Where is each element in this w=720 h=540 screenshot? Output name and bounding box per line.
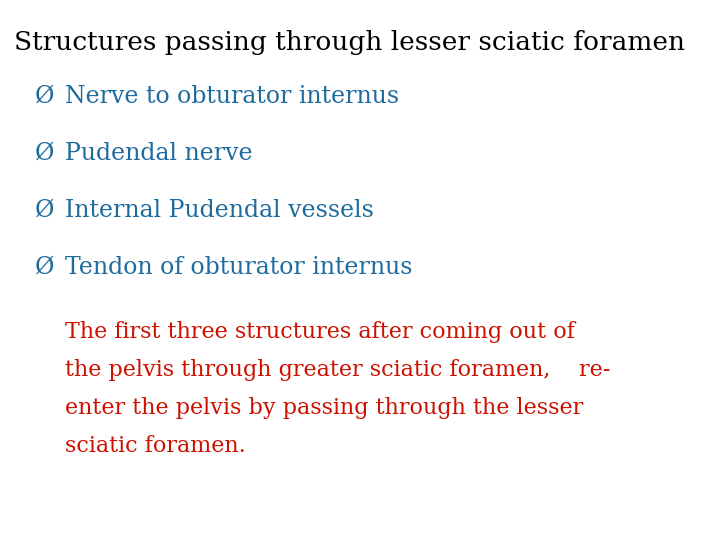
Text: the pelvis through greater sciatic foramen,    re-: the pelvis through greater sciatic foram… bbox=[65, 359, 611, 381]
Text: Ø: Ø bbox=[35, 199, 55, 222]
Text: Ø: Ø bbox=[35, 85, 55, 108]
Text: Structures passing through lesser sciatic foramen: Structures passing through lesser sciati… bbox=[14, 30, 685, 55]
Text: Tendon of obturator internus: Tendon of obturator internus bbox=[65, 256, 413, 279]
Text: enter the pelvis by passing through the lesser: enter the pelvis by passing through the … bbox=[65, 397, 583, 419]
Text: Pudendal nerve: Pudendal nerve bbox=[65, 142, 253, 165]
Text: Ø: Ø bbox=[35, 142, 55, 165]
Text: Nerve to obturator internus: Nerve to obturator internus bbox=[65, 85, 399, 108]
Text: Ø: Ø bbox=[35, 256, 55, 279]
Text: The first three structures after coming out of: The first three structures after coming … bbox=[65, 321, 575, 343]
Text: sciatic foramen.: sciatic foramen. bbox=[65, 435, 246, 457]
Text: Internal Pudendal vessels: Internal Pudendal vessels bbox=[65, 199, 374, 222]
